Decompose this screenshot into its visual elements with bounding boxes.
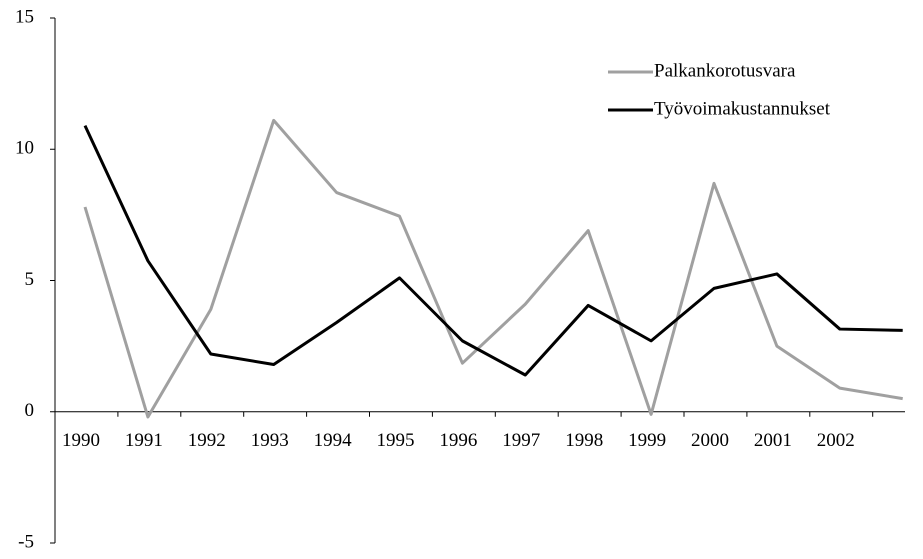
x-tick-label: 1999	[628, 430, 666, 451]
x-tick-label: 1990	[62, 430, 100, 451]
legend-label: Palkankorotusvara	[654, 60, 796, 81]
x-tick-label: 1993	[251, 430, 289, 451]
y-tick-label: -5	[18, 531, 34, 552]
x-tick-label: 1997	[502, 430, 540, 451]
y-tick-label: 10	[15, 138, 34, 159]
series-line	[83, 118, 903, 419]
x-tick-label: 2002	[817, 430, 855, 451]
series-line	[83, 124, 903, 377]
x-tick-label: 1994	[314, 430, 353, 451]
x-tick-label: 2001	[754, 430, 792, 451]
x-tick-label: 2000	[691, 430, 729, 451]
x-tick-label: 1996	[439, 430, 477, 451]
x-tick-label: 1992	[188, 430, 226, 451]
x-tick-label: 1991	[125, 430, 163, 451]
y-tick-label: 5	[25, 269, 35, 290]
x-tick-label: 1995	[377, 430, 415, 451]
legend-label: Työvoimakustannukset	[654, 98, 831, 119]
y-tick-label: 15	[15, 6, 34, 27]
y-tick-label: 0	[25, 400, 35, 421]
x-tick-label: 1998	[565, 430, 603, 451]
